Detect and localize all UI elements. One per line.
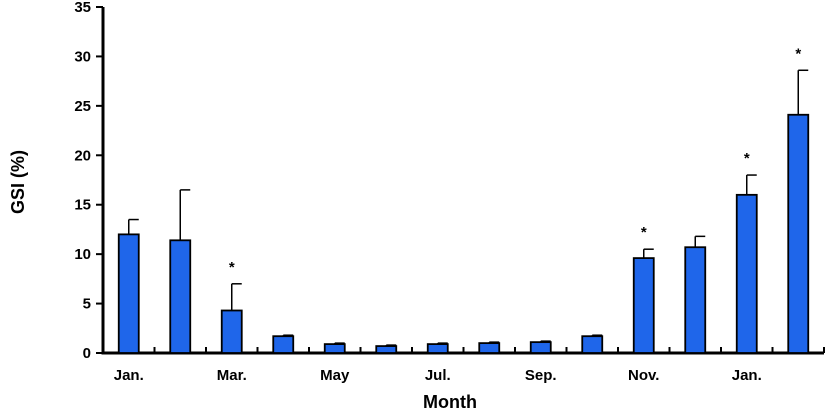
y-tick-label: 15	[74, 197, 91, 214]
x-tick-label: Jan.	[114, 367, 144, 384]
bar	[272, 335, 295, 354]
bar	[529, 341, 552, 354]
significance-marker: *	[744, 150, 750, 167]
bar	[117, 233, 140, 354]
significance-marker: *	[229, 259, 235, 276]
bar	[323, 343, 346, 354]
y-tick-label: 35	[74, 0, 91, 16]
x-axis-title: Month	[423, 392, 477, 412]
x-tick-label: Sep.	[525, 367, 557, 384]
x-tick-label: Mar.	[217, 367, 247, 384]
y-tick-label: 30	[74, 48, 91, 65]
x-tick-label: Jul.	[425, 367, 451, 384]
y-axis-title: GSI (%)	[8, 150, 28, 214]
significance-marker: *	[795, 45, 801, 62]
x-tick-label: Jan.	[732, 367, 762, 384]
bar	[375, 345, 398, 354]
significance-marker: *	[641, 224, 647, 241]
y-tick-label: 20	[74, 147, 91, 164]
bar	[735, 193, 758, 354]
bar	[684, 246, 707, 354]
x-tick-label: May	[320, 367, 350, 384]
x-tick-label: Nov.	[628, 367, 659, 384]
bar	[478, 342, 501, 354]
bar	[787, 113, 810, 354]
plot-area: 0 5 10 15 20 25 30 35 Jan. * Mar. May Jul. Sep. * Nov. *…	[74, 0, 825, 384]
bar	[220, 309, 243, 354]
y-tick-label: 25	[74, 98, 91, 115]
bar	[632, 257, 655, 354]
y-tick-label: 0	[83, 345, 91, 362]
y-tick-label: 5	[83, 296, 91, 313]
bar	[581, 335, 604, 354]
bar	[426, 343, 449, 354]
bar	[169, 239, 192, 354]
y-tick-label: 10	[74, 246, 91, 263]
